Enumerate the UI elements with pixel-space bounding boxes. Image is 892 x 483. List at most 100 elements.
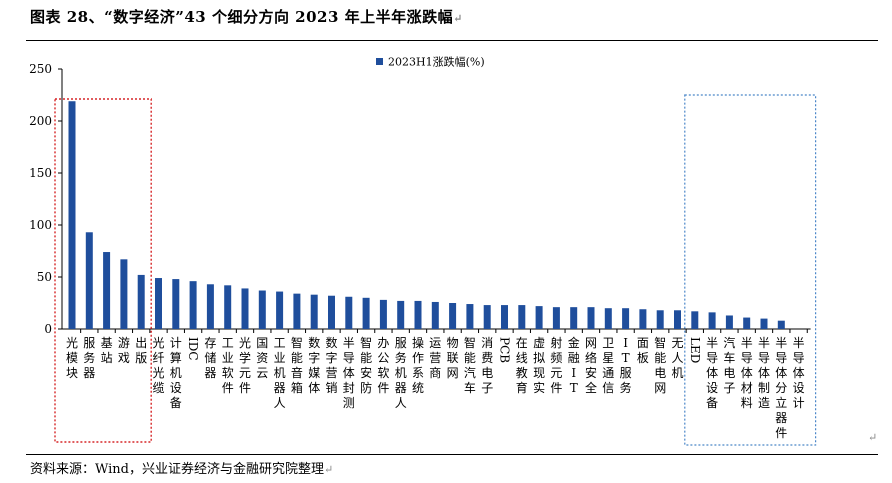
bar bbox=[345, 296, 353, 329]
bar bbox=[155, 278, 162, 329]
x-tick-label: 在线教育 bbox=[516, 336, 528, 395]
title-rule bbox=[26, 40, 878, 41]
x-tick-label: 工业软件 bbox=[222, 336, 234, 395]
bar bbox=[431, 301, 439, 329]
x-tick-label: LED bbox=[688, 337, 702, 363]
y-tick-label: 250 bbox=[29, 62, 52, 76]
x-tick-label: 网络安全 bbox=[585, 336, 597, 395]
x-tick-label: 国资云 bbox=[256, 336, 268, 380]
x-tick-label: I T 服务 bbox=[620, 336, 632, 395]
bar bbox=[206, 284, 214, 329]
figure-title: 图表 28、“数字经济”43 个细分方向 2023 年上半年涨跌幅↵ bbox=[30, 6, 463, 27]
x-tick-label: 服务器 bbox=[83, 336, 95, 380]
source-note: 资料来源：Wind，兴业证券经济与金融研究院整理↵ bbox=[30, 458, 333, 477]
return-mark: ↵ bbox=[453, 12, 463, 25]
x-tick-label: 基站 bbox=[101, 336, 113, 365]
bar bbox=[397, 300, 405, 329]
x-tick-label: 汽车电子 bbox=[723, 335, 735, 395]
x-tick-label: 智能安防 bbox=[360, 335, 372, 395]
bar bbox=[414, 300, 422, 329]
y-tick-label: 200 bbox=[29, 114, 52, 128]
highlight-box-right bbox=[684, 94, 817, 446]
x-tick-label: 物联网 bbox=[447, 336, 459, 380]
bar bbox=[639, 309, 647, 329]
bar bbox=[604, 308, 612, 329]
bar bbox=[570, 307, 578, 329]
bar bbox=[449, 303, 457, 329]
source-text: 资料来源：Wind，兴业证券经济与金融研究院整理 bbox=[30, 462, 324, 477]
x-tick-label: 操作系统 bbox=[412, 335, 424, 395]
x-tick-label: 射频元件 bbox=[550, 335, 562, 395]
x-tick-label: 半导体分立器件 bbox=[775, 336, 787, 440]
bar bbox=[362, 297, 370, 329]
bar bbox=[137, 274, 145, 329]
bar bbox=[674, 310, 681, 329]
bar bbox=[68, 101, 76, 330]
x-tick-label: 消费电子 bbox=[481, 336, 493, 395]
x-tick-label: 办公软件 bbox=[377, 335, 389, 395]
x-tick-label: 智能音箱 bbox=[291, 335, 303, 395]
bar bbox=[85, 232, 93, 329]
bar bbox=[466, 304, 474, 329]
bar bbox=[276, 291, 284, 329]
source-return-mark: ↵ bbox=[324, 463, 334, 476]
x-tick-label: 光学元件 bbox=[239, 336, 251, 395]
x-tick-label: 虚拟现实 bbox=[533, 336, 545, 395]
bar bbox=[760, 318, 768, 329]
bar bbox=[708, 312, 716, 329]
source-rule bbox=[26, 454, 878, 455]
x-tick-label: 运营商 bbox=[429, 336, 441, 380]
bar bbox=[224, 285, 232, 329]
bar bbox=[172, 279, 180, 329]
bar bbox=[379, 299, 387, 329]
x-tick-label: 计算机设备 bbox=[170, 336, 182, 410]
bar bbox=[120, 259, 128, 329]
bar bbox=[328, 295, 335, 329]
x-tick-label: 光纤光缆 bbox=[152, 336, 164, 395]
x-tick-label: 半导体设计 bbox=[793, 336, 805, 410]
y-tick-label: 0 bbox=[44, 322, 52, 336]
bar bbox=[293, 293, 301, 329]
bar bbox=[743, 317, 751, 329]
x-tick-label: 游戏 bbox=[118, 336, 130, 365]
bar bbox=[189, 281, 197, 329]
legend-label: 2023H1涨跌幅(%) bbox=[388, 55, 485, 69]
legend-swatch bbox=[376, 58, 383, 65]
x-tick-label: 工业机器人 bbox=[274, 336, 286, 410]
bar bbox=[691, 311, 699, 329]
bar bbox=[103, 252, 111, 329]
x-tick-label: 智能电网 bbox=[654, 335, 666, 395]
bar bbox=[535, 306, 543, 329]
x-tick-label: 存储器 bbox=[204, 336, 216, 380]
x-tick-label: 面板 bbox=[637, 336, 649, 365]
bar bbox=[622, 308, 630, 329]
bar bbox=[518, 305, 526, 329]
x-tick-label: 半导体设备 bbox=[706, 336, 718, 410]
plot-return-mark: ↵ bbox=[868, 431, 877, 444]
x-tick-label: IDC bbox=[186, 337, 200, 361]
bar bbox=[552, 307, 560, 329]
x-tick-label: 半导体封测 bbox=[343, 336, 355, 410]
bar bbox=[310, 294, 318, 329]
bar bbox=[656, 310, 664, 329]
bar bbox=[725, 315, 733, 329]
x-tick-label: PCB bbox=[498, 337, 512, 363]
x-tick-label: 半导体制造 bbox=[758, 336, 770, 410]
x-tick-label: 智能汽车 bbox=[464, 335, 476, 395]
x-tick-label: 服务机器人 bbox=[395, 336, 407, 410]
bar bbox=[483, 305, 491, 329]
x-tick-label: 数字媒体 bbox=[308, 335, 320, 395]
x-tick-label: 金融 I T bbox=[568, 335, 580, 395]
x-tick-label: 出版 bbox=[135, 336, 147, 365]
y-tick-label: 150 bbox=[29, 166, 52, 180]
x-tick-label: 数字营销 bbox=[325, 335, 337, 395]
bar bbox=[258, 290, 266, 329]
y-tick-label: 50 bbox=[37, 270, 52, 284]
highlight-box-left bbox=[54, 98, 152, 443]
bar bbox=[777, 320, 785, 329]
bar bbox=[241, 288, 249, 329]
bar bbox=[587, 307, 595, 329]
y-tick-label: 100 bbox=[29, 218, 52, 232]
x-tick-label: 无人机 bbox=[671, 336, 683, 380]
